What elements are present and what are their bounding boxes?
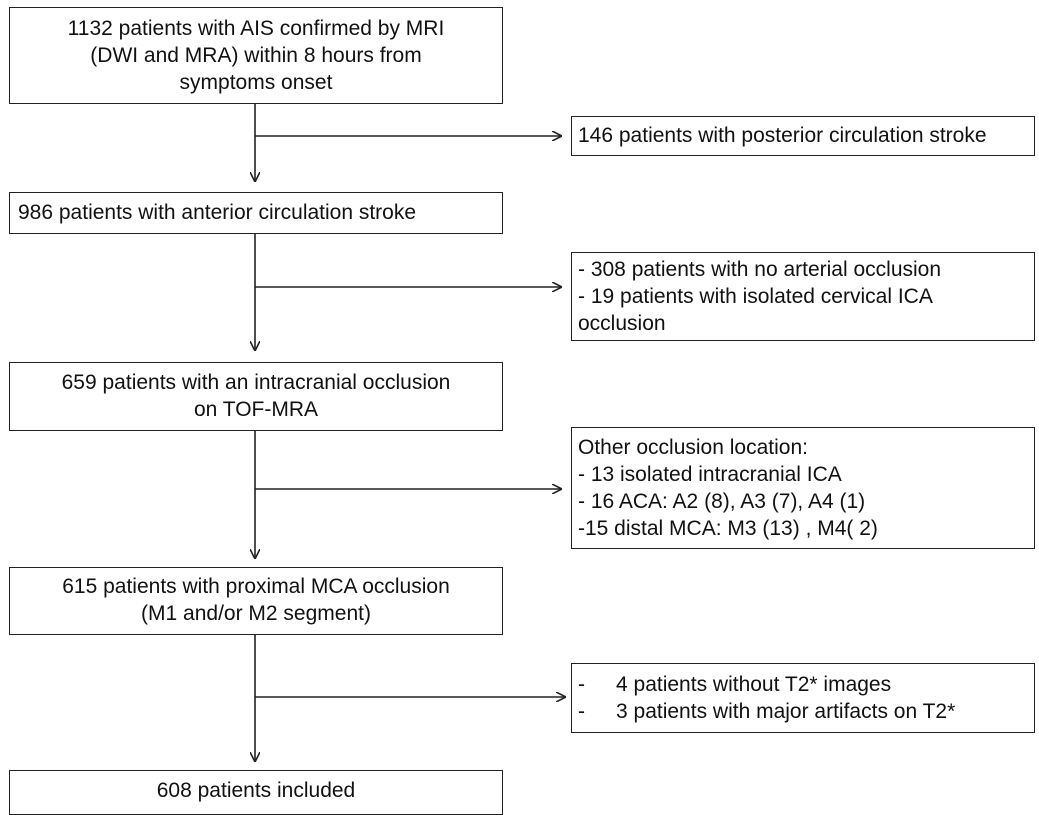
exclusion-box-other-location: Other occlusion location: - 13 isolated … (571, 427, 1035, 549)
exclusion-box-t2-images: - 4 patients without T2* images - 3 patien… (571, 663, 1035, 733)
step-box-included: 608 patients included (9, 770, 503, 815)
bullet-dash: - (578, 700, 585, 723)
exclusion-text: 3 patients with major artifacts on T2* (616, 700, 956, 723)
exclusion-text: occlusion (578, 312, 666, 335)
exclusion-box-posterior: 146 patients with posterior circulation … (571, 116, 1035, 156)
exclusion-text: - 19 patients with isolated cervical ICA (578, 285, 933, 308)
exclusion-text: 146 patients with posterior circulation … (578, 124, 987, 147)
exclusion-box-no-occlusion: - 308 patients with no arterial occlusio… (571, 252, 1035, 341)
step-text: 986 patients with anterior circulation s… (18, 201, 417, 224)
step-text: 659 patients with an intracranial occlus… (61, 371, 451, 394)
exclusion-item: - 4 patients without T2* images (578, 671, 1034, 698)
exclusion-text: - 13 isolated intracranial ICA (578, 463, 842, 486)
step-text: symptoms onset (179, 71, 333, 94)
step-text: 608 patients included (156, 779, 356, 802)
step-text: (DWI and MRA) within 8 hours from (90, 44, 422, 67)
step-box-initial-cohort: 1132 patients with AIS confirmed by MRI … (9, 7, 503, 104)
exclusion-item: - 3 patients with major artifacts on T2* (578, 698, 1034, 725)
exclusion-text: 4 patients without T2* images (616, 673, 892, 696)
bullet-dash: - (578, 673, 585, 696)
step-box-proximal-mca: 615 patients with proximal MCA occlusion… (9, 567, 503, 635)
step-text: on TOF-MRA (193, 398, 319, 421)
step-text: 1132 patients with AIS confirmed by MRI (67, 17, 445, 40)
exclusion-text: Other occlusion location: (578, 436, 808, 459)
exclusion-text: - 16 ACA: A2 (8), A3 (7), A4 (1) (578, 490, 866, 513)
step-text: 615 patients with proximal MCA occlusion (62, 575, 450, 598)
exclusion-text: - 308 patients with no arterial occlusio… (578, 258, 942, 281)
step-box-intracranial: 659 patients with an intracranial occlus… (9, 362, 503, 431)
step-box-anterior: 986 patients with anterior circulation s… (9, 192, 503, 234)
exclusion-text: -15 distal MCA: M3 (13) , M4( 2) (578, 517, 878, 540)
step-text: (M1 and/or M2 segment) (141, 602, 371, 625)
